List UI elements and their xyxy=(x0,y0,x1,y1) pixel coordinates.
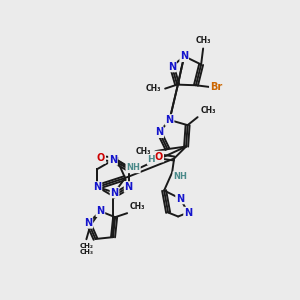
Text: O: O xyxy=(97,153,105,163)
Text: Br: Br xyxy=(210,82,222,92)
Text: N: N xyxy=(176,194,184,203)
Text: N: N xyxy=(109,155,117,165)
Text: CH₃: CH₃ xyxy=(146,84,161,93)
Text: CH₃: CH₃ xyxy=(195,37,211,46)
Text: CH₃: CH₃ xyxy=(129,202,145,211)
Text: N: N xyxy=(96,206,104,216)
Text: N: N xyxy=(184,208,192,218)
Text: H: H xyxy=(147,155,155,164)
Text: N: N xyxy=(155,127,163,137)
Text: N: N xyxy=(110,188,118,198)
Text: CH₃: CH₃ xyxy=(136,147,152,156)
Text: N: N xyxy=(168,61,176,71)
Text: N: N xyxy=(166,115,174,125)
Text: N: N xyxy=(180,51,188,61)
Text: NH: NH xyxy=(126,164,140,172)
Text: CH₂: CH₂ xyxy=(80,243,93,249)
Text: O: O xyxy=(155,152,163,161)
Text: NH: NH xyxy=(173,172,187,181)
Text: N: N xyxy=(93,182,101,192)
Text: N: N xyxy=(84,218,92,228)
Text: CH₃: CH₃ xyxy=(201,106,216,115)
Text: N: N xyxy=(124,182,133,192)
Text: CH₃: CH₃ xyxy=(80,249,93,255)
